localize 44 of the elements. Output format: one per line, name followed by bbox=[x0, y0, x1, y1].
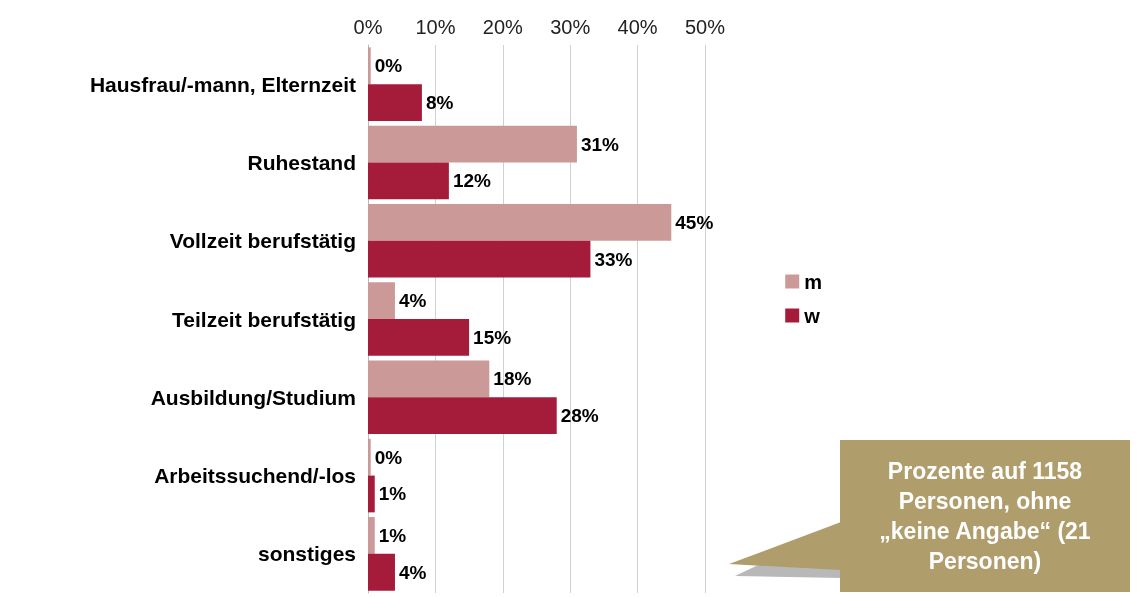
x-tick-label: 30% bbox=[550, 16, 591, 38]
bar bbox=[368, 517, 375, 554]
data-label: 8% bbox=[425, 92, 454, 114]
data-label: 1% bbox=[378, 524, 407, 546]
data-label: 33% bbox=[594, 248, 633, 270]
bar bbox=[368, 438, 371, 476]
bar bbox=[368, 282, 395, 319]
bar bbox=[368, 319, 470, 356]
data-label: 4% bbox=[398, 290, 427, 312]
bar bbox=[368, 162, 449, 200]
x-tick-label: 40% bbox=[617, 16, 658, 38]
data-label: 15% bbox=[473, 326, 512, 348]
data-label: 45% bbox=[675, 211, 714, 233]
data-label: 4% bbox=[398, 561, 427, 583]
bar bbox=[368, 397, 557, 435]
bar bbox=[368, 47, 371, 85]
data-label: 1% bbox=[378, 483, 407, 505]
x-tick-label: 10% bbox=[415, 16, 456, 38]
bar bbox=[368, 84, 422, 121]
y-tick-label: Hausfrau/-mann, Elternzeit bbox=[89, 72, 356, 96]
data-label: 28% bbox=[560, 405, 599, 427]
bar bbox=[368, 125, 577, 163]
legend-label: w bbox=[803, 304, 821, 327]
y-tick-label: Ausbildung/Studium bbox=[150, 385, 356, 409]
y-tick-label: Arbeitssuchend/-los bbox=[154, 464, 356, 488]
x-tick-label: 20% bbox=[482, 16, 524, 38]
x-tick-label: 0% bbox=[353, 16, 383, 38]
bar bbox=[368, 240, 591, 278]
y-tick-label: Ruhestand bbox=[247, 150, 356, 174]
y-tick-label: Vollzeit berufstätig bbox=[169, 229, 356, 253]
bar bbox=[368, 475, 375, 513]
data-label: 18% bbox=[493, 368, 532, 390]
data-label: 0% bbox=[374, 55, 403, 77]
x-tick-label: 50% bbox=[684, 16, 726, 38]
data-label: 31% bbox=[580, 133, 620, 155]
bar bbox=[368, 203, 672, 241]
bar bbox=[368, 553, 395, 591]
y-tick-label: sonstiges bbox=[257, 542, 356, 566]
y-tick-label: Teilzeit berufstätig bbox=[172, 307, 356, 331]
data-label: 0% bbox=[374, 446, 403, 468]
data-label: 12% bbox=[452, 170, 492, 192]
text: Prozente auf 1158 Personen, ohne „keine Angabe“ (21 Personen) bbox=[840, 440, 1130, 592]
bar bbox=[368, 360, 490, 398]
legend-label: m bbox=[804, 270, 823, 293]
